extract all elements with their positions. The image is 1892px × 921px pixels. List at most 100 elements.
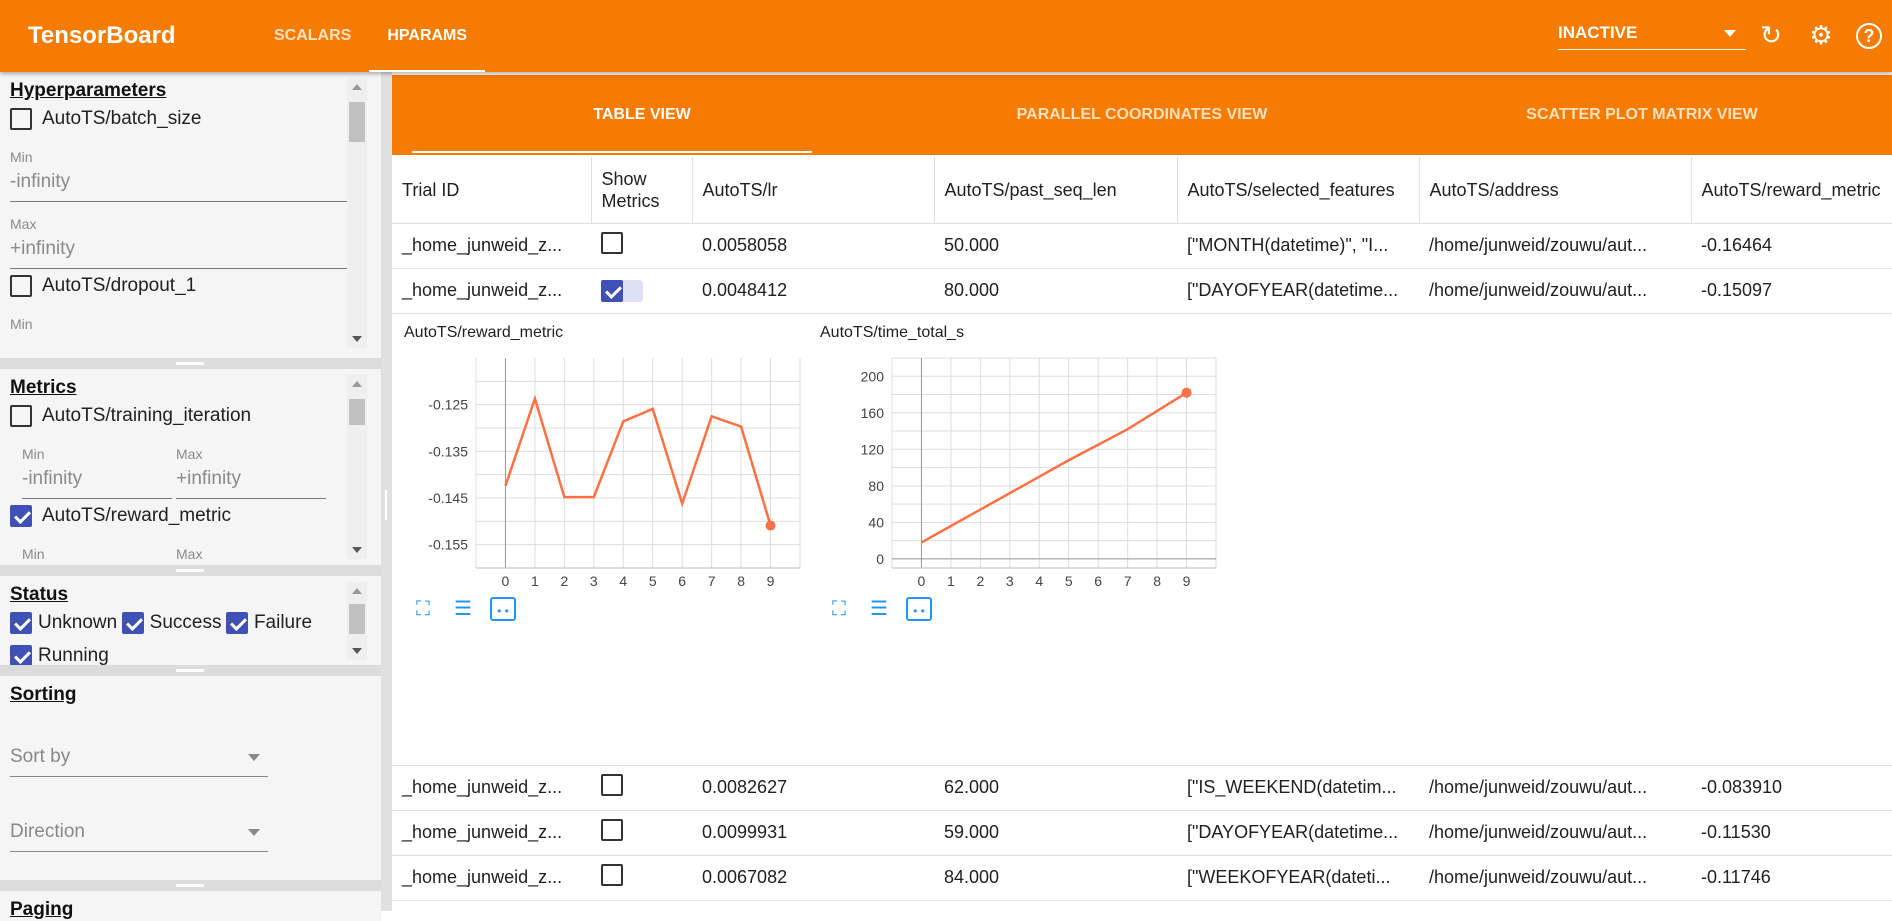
scroll-down-icon[interactable] [352, 336, 362, 342]
show-metrics-cell[interactable] [591, 223, 692, 269]
scroll-thumb[interactable] [349, 102, 365, 142]
last-point-marker[interactable] [1181, 387, 1192, 398]
show-metrics-toggle[interactable] [601, 819, 633, 845]
cell-address: /home/junweid/zouwu/aut... [1419, 223, 1691, 269]
table-row[interactable]: _home_junweid_z... 0.0048412 80.000 ["DAYOF… [392, 268, 1892, 314]
column-header[interactable]: AutoTS/reward_metric [1691, 157, 1892, 224]
min-field[interactable]: Min [22, 546, 172, 562]
section-resizer[interactable] [0, 880, 381, 891]
checkbox-label: Running [38, 645, 109, 665]
tab-table-view[interactable]: TABLE VIEW [392, 75, 892, 155]
checkbox[interactable] [601, 819, 623, 841]
column-header[interactable]: AutoTS/selected_features [1177, 157, 1420, 224]
help-icon[interactable]: ? [1852, 18, 1886, 52]
metric-checkbox-reward-metric[interactable]: AutoTS/reward_metric [10, 505, 231, 527]
show-metrics-cell[interactable] [591, 810, 692, 856]
section-resizer[interactable] [0, 665, 381, 676]
hparam-checkbox-dropout[interactable]: AutoTS/dropout_1 [10, 275, 196, 297]
show-metrics-toggle[interactable] [601, 864, 633, 890]
checkbox-checked[interactable] [601, 279, 623, 302]
column-header[interactable]: Show Metrics [591, 157, 693, 224]
min-field[interactable]: Min [10, 316, 348, 332]
max-field[interactable]: Max [176, 546, 326, 562]
cell-address: /home/junweid/zouwu/aut... [1419, 765, 1691, 811]
section-resizer[interactable] [0, 565, 381, 576]
fit-domain-icon[interactable]: ⛶ [832, 597, 846, 620]
checkbox-label: AutoTS/dropout_1 [42, 275, 197, 296]
scroll-thumb[interactable] [349, 399, 365, 425]
scroll-up-icon[interactable] [352, 84, 362, 90]
status-checkbox-unknown[interactable]: Unknown [10, 610, 117, 636]
column-header[interactable]: Trial ID [392, 157, 592, 224]
checkbox[interactable] [601, 232, 623, 254]
checkbox-checked[interactable] [121, 612, 144, 634]
scroll-down-icon[interactable] [352, 648, 362, 654]
show-metrics-toggle[interactable] [601, 232, 633, 258]
checkbox[interactable] [601, 864, 623, 886]
column-header[interactable]: AutoTS/lr [692, 157, 935, 224]
checkbox[interactable] [10, 405, 32, 427]
show-metrics-toggle[interactable] [601, 774, 633, 800]
tab-scatter-plot-matrix-view[interactable]: SCATTER PLOT MATRIX VIEW [1526, 106, 1758, 123]
checkbox-checked[interactable] [225, 612, 248, 634]
settings-icon[interactable]: ⚙ [1809, 20, 1833, 50]
scroll-thumb[interactable] [349, 604, 365, 634]
tab-scalars[interactable]: SCALARS [274, 27, 352, 44]
scrollbar[interactable] [347, 78, 367, 348]
reset-zoom-icon[interactable]: • • [490, 596, 516, 621]
tab-hparams[interactable]: HPARAMS [369, 0, 486, 72]
status-checkbox-success[interactable]: Success [121, 610, 221, 636]
scroll-up-icon[interactable] [352, 588, 362, 594]
min-input[interactable]: -infinity [22, 462, 172, 499]
toggle-log-scale-icon[interactable]: ☰ [454, 597, 472, 620]
cell-features: ["MONTH(datetime)", "I... [1177, 223, 1419, 269]
max-input[interactable]: +infinity [10, 232, 348, 269]
chart-svg[interactable]: 0 40 80 120 160 200 0 1 2 3 4 5 6 7 8 9 [814, 350, 1224, 590]
scroll-up-icon[interactable] [352, 381, 362, 387]
table-row[interactable]: _home_junweid_z... 0.0058058 50.000 ["MONTH… [392, 223, 1892, 269]
tab-parallel-coordinates-view[interactable]: PARALLEL COORDINATES VIEW [1016, 106, 1268, 123]
sort-by-dropdown[interactable]: Sort by [10, 746, 268, 777]
refresh-icon[interactable]: ↻ [1760, 20, 1782, 50]
metric-checkbox-training-iteration[interactable]: AutoTS/training_iteration [10, 405, 251, 427]
checkbox-checked[interactable] [10, 645, 32, 665]
reset-zoom-icon[interactable]: • • [906, 596, 932, 621]
checkbox-checked[interactable] [10, 612, 32, 634]
scrollbar[interactable] [347, 375, 367, 559]
table-row[interactable]: _home_junweid_z... 0.0067082 84.000 ["WEEKO… [392, 855, 1892, 901]
scroll-down-icon[interactable] [352, 547, 362, 553]
status-checkbox-running[interactable]: Running [10, 643, 109, 665]
show-metrics-cell[interactable] [591, 765, 692, 811]
show-metrics-cell[interactable] [591, 855, 692, 901]
checkbox[interactable] [10, 275, 32, 297]
min-field[interactable]: Min -infinity [10, 149, 348, 202]
checkbox-checked[interactable] [10, 505, 32, 527]
scrollbar[interactable] [347, 582, 367, 660]
x-tick-label: 9 [1183, 573, 1191, 589]
min-input[interactable]: -infinity [10, 165, 348, 202]
last-point-marker[interactable] [765, 520, 776, 531]
column-header[interactable]: AutoTS/past_seq_len [934, 157, 1178, 224]
chart-svg[interactable]: -0.125 -0.135 -0.145 -0.155 0 1 2 3 4 5 6 7 8 9 [398, 350, 808, 590]
table-row[interactable]: _home_junweid_z... 0.0082627 62.000 ["IS_WE… [392, 765, 1892, 811]
table-row[interactable]: _home_junweid_z... 0.0099931 59.000 ["DAYOF… [392, 810, 1892, 856]
column-header[interactable]: AutoTS/address [1419, 157, 1692, 224]
fit-domain-icon[interactable]: ⛶ [416, 597, 430, 620]
max-field[interactable]: Max +infinity [176, 446, 326, 499]
hparam-checkbox-batch-size[interactable]: AutoTS/batch_size [10, 108, 201, 130]
run-selector-dropdown[interactable]: INACTIVE [1558, 20, 1746, 50]
checkbox[interactable] [10, 108, 32, 130]
status-checkbox-failure[interactable]: Failure [225, 610, 312, 636]
cell-past_seq_len: 80.000 [934, 268, 1177, 314]
section-resizer[interactable] [0, 358, 381, 369]
min-field[interactable]: Min -infinity [22, 446, 172, 499]
max-input[interactable]: +infinity [176, 462, 326, 499]
show-metrics-toggle[interactable] [601, 279, 643, 302]
show-metrics-cell[interactable] [591, 268, 692, 314]
checkbox[interactable] [601, 774, 623, 796]
sidebar-resizer[interactable] [381, 72, 392, 911]
direction-dropdown[interactable]: Direction [10, 821, 268, 852]
toggle-log-scale-icon[interactable]: ☰ [870, 597, 888, 620]
sort-by-placeholder: Sort by [10, 746, 71, 767]
max-field[interactable]: Max +infinity [10, 216, 348, 269]
